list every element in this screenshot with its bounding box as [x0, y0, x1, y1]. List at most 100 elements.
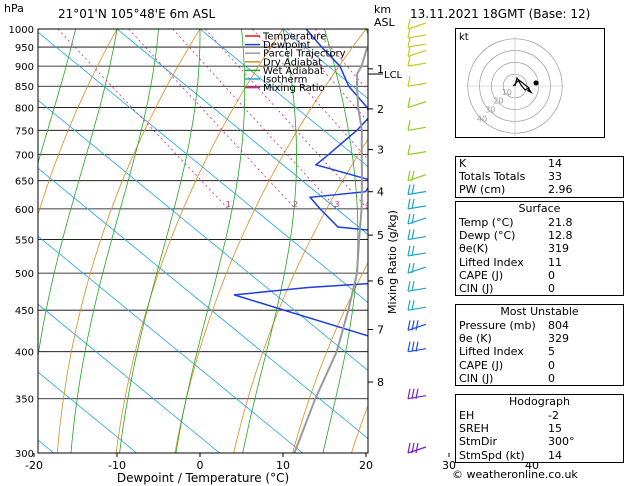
hodograph-ring-label: 10 [502, 88, 512, 97]
isotherm-line [38, 99, 368, 372]
mixing-ratio-line [57, 29, 229, 210]
pressure-tick-label: 500 [15, 269, 34, 280]
axes: 3003504004505005506006507007508008509009… [9, 25, 539, 472]
wind-barb-staff [407, 174, 427, 182]
pressure-tick-label: 400 [15, 348, 34, 359]
dry-adiabat-line [233, 138, 368, 453]
wind-barb-flag [407, 281, 411, 292]
surface-table: Surface Temp (°C) 21.8 Dewp (°C) 12.8 θe(K… [455, 201, 624, 297]
hodograph-ring-label: 30 [485, 106, 495, 115]
mixing-ratio-line [128, 29, 296, 210]
profile-lines [233, 29, 368, 453]
x-tick-label: -20 [25, 459, 43, 472]
lcl-label: LCL [384, 70, 403, 81]
wind-barb-flag [407, 320, 411, 331]
hodograph-line [512, 76, 531, 91]
km-tick-label: 4 [377, 186, 384, 199]
dry-adiabat-line [56, 29, 201, 453]
wind-barb-staff [407, 348, 427, 353]
wind-barb-staff [407, 101, 427, 109]
km-tick-label: 5 [377, 229, 384, 242]
hodograph-params-title: Hodograph [509, 395, 570, 408]
legend-label: Wet Adiabat [263, 66, 324, 77]
wet-adiabat-line [175, 29, 246, 453]
wind-barb-flag [407, 36, 411, 48]
pressure-tick-label: 600 [15, 205, 34, 216]
km-label: km [374, 3, 391, 16]
wind-barb-staff [407, 82, 427, 87]
wind-barb-flag [407, 55, 411, 67]
pressure-tick-label: 950 [15, 43, 34, 54]
wet-adiabat-line [119, 29, 201, 453]
wind-barbs [407, 18, 427, 454]
pressure-tick-label: 700 [15, 151, 34, 162]
wind-barb-staff [407, 22, 427, 30]
pressure-tick-label: 800 [15, 104, 34, 115]
wind-barb-staff [407, 190, 427, 196]
x-tick-label: 0 [197, 459, 204, 472]
wind-barb-staff [407, 34, 427, 39]
wind-barb-flag [411, 281, 415, 292]
isotherm-line [116, 29, 368, 236]
wind-barb-staff [407, 266, 427, 274]
wind-barb-flag [407, 97, 411, 108]
mixing-ratio-tick-label: 3 [335, 200, 340, 209]
wind-barb-flag [407, 144, 411, 155]
plot-frame [37, 28, 369, 454]
index-row-totals: Totals Totals 33 [459, 170, 562, 184]
datetime-label: 13.11.2021 18GMT (Base: 12) [410, 7, 591, 21]
km-tick-label: 8 [377, 376, 384, 389]
isotherm-line [38, 235, 303, 453]
x-axis-title: Dewpoint / Temperature (°C) [117, 471, 289, 485]
isotherm-line [38, 303, 220, 453]
most-unstable-title: Most Unstable [500, 305, 579, 318]
legend-label: Dry Adiabat [263, 57, 322, 68]
wind-barb-staff [407, 151, 427, 156]
hodograph-table: Hodograph EH -2 SREH 15 StmDir 300° StmSpd … [455, 394, 624, 463]
wind-barb-flag [411, 341, 415, 352]
x-tick-label: 10 [276, 459, 290, 472]
series-parcel-trajectory [293, 44, 368, 453]
legend-label: Temperature [262, 32, 326, 43]
wind-barb-flag [407, 300, 411, 311]
isotherm-line [38, 167, 368, 440]
wind-barb-flag [407, 76, 411, 87]
wind-barb-flag [411, 262, 415, 274]
hodograph-trace [512, 76, 539, 94]
wind-barb-flag [407, 18, 411, 30]
legend-label: Isotherm [263, 75, 307, 86]
wind-barb-flag [411, 245, 415, 257]
wind-barb-flag [407, 388, 411, 399]
wind-barb-flag [411, 320, 415, 331]
wind-barb-flag [411, 198, 415, 210]
wind-barb-flag [407, 120, 411, 131]
wind-barb-flag [411, 170, 415, 181]
pressure-tick-label: 450 [15, 306, 34, 317]
mixing-ratio-tick-label: 2 [293, 200, 298, 209]
most-unstable-table: Most Unstable Pressure (mb) 804 θe (K) 329… [455, 304, 624, 386]
legend-label: Mixing Ratio [263, 83, 325, 94]
wind-barb-flag [411, 213, 415, 225]
wind-barb-flag [415, 341, 419, 352]
index-row-k: K 14 [459, 157, 562, 170]
isotherm-line [199, 29, 368, 168]
hodograph-ring-label: 20 [493, 97, 503, 106]
wind-barb-flag [407, 27, 411, 39]
km-tick-label: 2 [377, 103, 384, 116]
pressure-tick-label: 300 [15, 449, 34, 460]
pressure-tick-label: 550 [15, 236, 34, 247]
km-tick-label: 1 [377, 63, 384, 76]
wind-barb-staff [407, 43, 427, 48]
mixing-ratio-tick-label: 8 [443, 200, 448, 209]
wind-barb-staff [407, 217, 427, 225]
x-tick-label: 30 [442, 459, 456, 472]
wind-barb-flag [411, 442, 415, 454]
wind-barb-staff [407, 306, 427, 311]
pressure-tick-label: 900 [15, 62, 34, 73]
mixing-ratio-line [172, 29, 338, 210]
index-row-pw: PW (cm) 2.96 [459, 183, 573, 197]
series-dewpoint [233, 29, 368, 337]
